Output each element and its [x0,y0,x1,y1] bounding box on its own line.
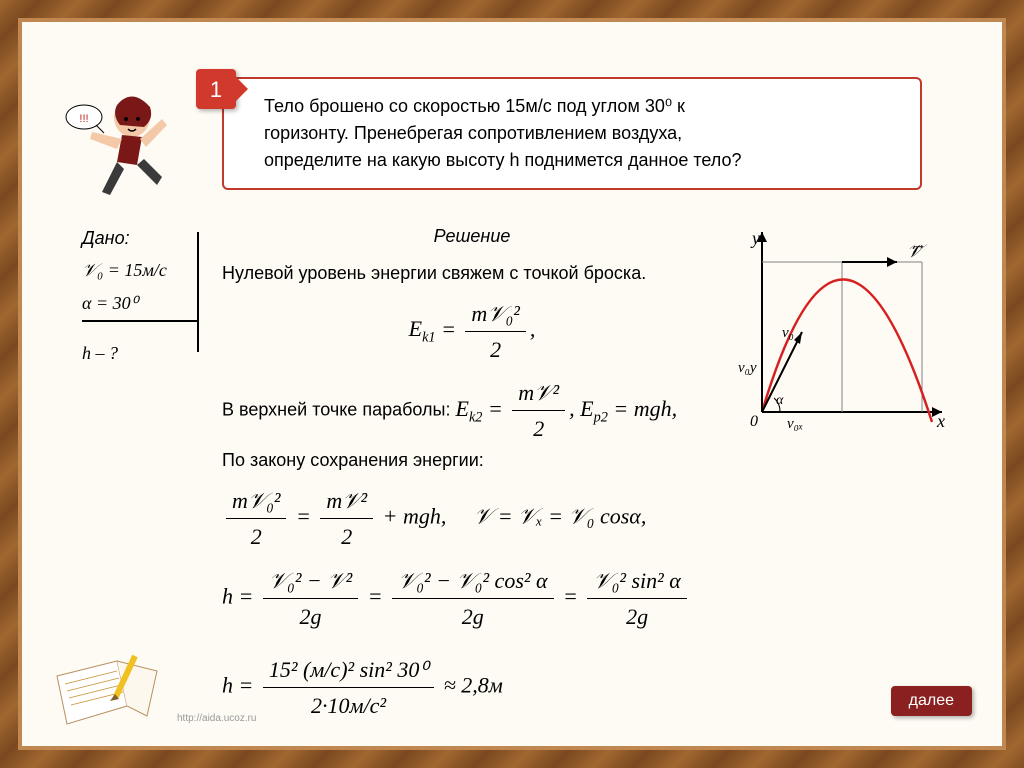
notebook-illustration [47,646,167,736]
svg-text:y: y [750,228,760,248]
wood-frame: !!! 1 Тело брошено со скоростью 15м/с по… [0,0,1024,768]
next-button[interactable]: далее [891,686,972,716]
given-vline [197,232,199,352]
formula-conservation: m𝒱₀²2 = m𝒱²2 + mgh, 𝒱 = 𝒱ₓ = 𝒱₀ cosα, [222,483,722,554]
page-content: !!! 1 Тело брошено со скоростью 15м/с по… [18,18,1006,750]
svg-text:v₀y: v₀y [738,360,757,376]
solution-step2: В верхней точке параболы: [222,400,450,420]
svg-text:x: x [936,411,945,431]
formula-ek1: Ek1 = m𝒱₀²2, [222,296,722,367]
svg-text:!!!: !!! [79,113,88,125]
given-find: h – ? [82,337,222,369]
formula-h-derivation: h = 𝒱₀² − 𝒱²2g = 𝒱₀² − 𝒱₀² cos² α2g = 𝒱₀… [222,563,722,634]
svg-text:0: 0 [750,413,758,430]
footer-url: http://aida.ucoz.ru [177,713,257,724]
next-button-label: далее [909,692,954,709]
character-illustration: !!! [62,77,182,197]
problem-number-text: 1 [210,73,222,106]
given-block: Дано: 𝒱₀ = 15м/с α = 30⁰ h – ? [82,222,222,370]
problem-line-1: Тело брошено со скоростью 15м/с под угло… [264,93,902,120]
solution-step3: По закону сохранения энергии: [222,446,722,475]
svg-text:𝒱⃗: 𝒱⃗ [907,241,928,261]
given-hline [82,320,197,322]
svg-text:v₀: v₀ [782,325,794,341]
solution-title: Решение [222,222,722,251]
solution-step1: Нулевой уровень энергии свяжем с точкой … [222,263,646,283]
problem-statement: 1 Тело брошено со скоростью 15м/с под уг… [222,77,922,190]
problem-number-badge: 1 [196,69,236,109]
trajectory-graph: 𝒱⃗ y x 0 v₀ v₀y v₀ₓ α [732,222,952,432]
formula-final: h = 15² (м/с)² sin² 30⁰2·10м/с² ≈ 2,8м [222,652,722,723]
given-alpha: α = 30⁰ [82,287,222,319]
problem-line-3: определите на какую высоту h поднимется … [264,147,902,174]
given-title: Дано: [82,222,222,254]
formula-ek2: Ek2 = m𝒱²2, Ep2 = mgh, [455,396,677,421]
problem-line-2: горизонту. Пренебрегая сопротивлением во… [264,120,902,147]
given-v0: 𝒱₀ = 15м/с [82,254,222,286]
solution-block: Решение Нулевой уровень энергии свяжем с… [222,222,722,731]
svg-text:α: α [776,393,784,408]
svg-text:v₀ₓ: v₀ₓ [787,416,803,432]
